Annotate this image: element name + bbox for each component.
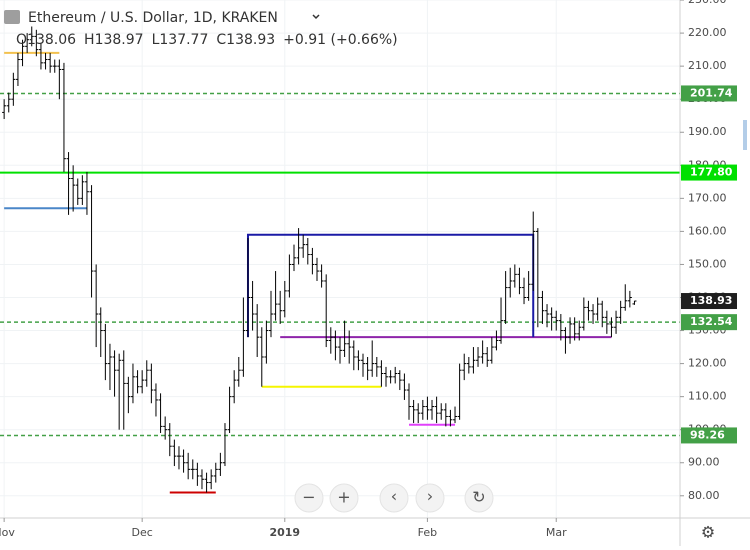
symbol-logo[interactable] (4, 10, 20, 24)
x-tick-label: Dec (132, 526, 153, 539)
level-price-box (681, 85, 737, 102)
symbol-title[interactable]: Ethereum / U.S. Dollar, 1D, KRAKEN (28, 10, 278, 26)
level-price-box (681, 314, 737, 331)
level-price-label: 201.74 (690, 86, 733, 99)
scroll-handle[interactable] (743, 120, 747, 150)
ohlc-prefix: L (152, 32, 160, 48)
grid (0, 0, 680, 518)
level-price-label: 132.54 (690, 315, 733, 328)
svg-text:+: + (337, 488, 350, 507)
ohlc-prefix: O (16, 32, 27, 48)
level-price-label: 98.26 (690, 428, 725, 441)
ohlc-value: 138.06 (27, 32, 76, 48)
y-tick-label: 90.00 (688, 456, 720, 469)
y-tick-label: 170.00 (688, 191, 727, 204)
y-tick-label: 150.00 (688, 257, 727, 270)
y-tick-label: 80.00 (688, 489, 720, 502)
ohlc-change: +0.91 (+0.66%) (283, 32, 397, 48)
y-tick-label: 160.00 (688, 224, 727, 237)
svg-text:‹: ‹ (391, 487, 397, 506)
y-tick-label: 220.00 (688, 26, 727, 39)
x-tick-label: Nov (0, 526, 15, 539)
svg-text:−: − (302, 488, 315, 507)
settings-button[interactable]: ⚙ (701, 523, 715, 542)
last-price-box (681, 293, 737, 310)
y-tick-label: 190.00 (688, 125, 727, 138)
ohlc-prefix: C (216, 32, 226, 48)
level-price-label: 177.80 (690, 166, 733, 179)
y-tick-label: 120.00 (688, 357, 727, 370)
reset-button[interactable]: ↻ (464, 483, 494, 513)
zoom-in-button[interactable]: + (329, 483, 359, 513)
svg-text:↻: ↻ (472, 488, 485, 507)
symbol-dropdown[interactable] (312, 14, 320, 20)
x-tick-label: Mar (546, 526, 567, 539)
y-tick-label: 110.00 (688, 390, 727, 403)
ohlc-value: 138.97 (95, 32, 144, 48)
scroll-left-button[interactable]: ‹ (379, 483, 409, 513)
axes: 80.0090.00100.00110.00120.00130.00140.00… (0, 0, 737, 539)
level-price-box (681, 427, 737, 444)
y-tick-label: 210.00 (688, 59, 727, 72)
x-tick-label: Feb (418, 526, 437, 539)
ohlc-value: 137.77 (159, 32, 208, 48)
ohlc-value: 138.93 (226, 32, 275, 48)
ohlc-legend: O138.06 H138.97 L137.77 C138.93 +0.91 (+0.66… (16, 32, 398, 48)
ohlc-prefix: H (84, 32, 95, 48)
y-tick-label: 230.00 (688, 0, 727, 6)
plot-area (0, 26, 680, 494)
zoom-out-button[interactable]: − (294, 483, 324, 513)
svg-text:›: › (427, 487, 433, 506)
last-price-label: 138.93 (690, 294, 732, 307)
x-tick-label: 2019 (269, 526, 300, 539)
scroll-right-button[interactable]: › (415, 483, 445, 513)
level-price-box (681, 164, 737, 181)
